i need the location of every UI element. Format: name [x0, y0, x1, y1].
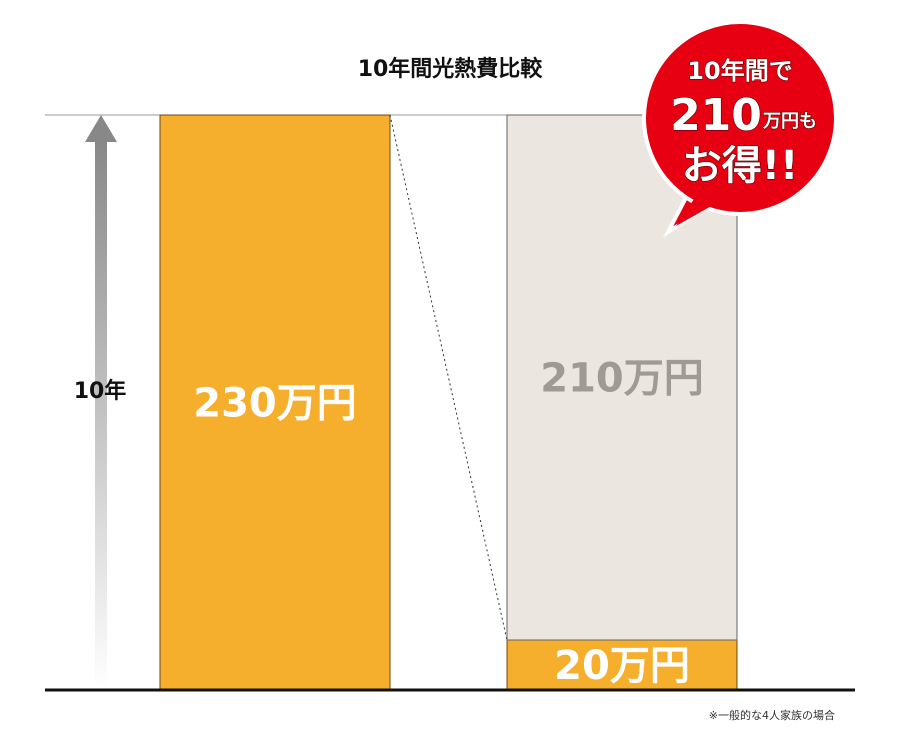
axis-arrow	[95, 140, 107, 690]
badge-number: 210	[670, 90, 762, 141]
connector	[389, 114, 508, 641]
y-axis-label: 10年	[74, 378, 127, 404]
plot: 230万円 20万円 210万円	[159, 114, 738, 691]
badge-line3: お得!!	[682, 143, 798, 189]
value-label: 20万円	[554, 643, 690, 689]
badge-circle	[642, 20, 838, 216]
badge-unit: 万円も	[762, 111, 817, 132]
value-label: 210万円	[540, 356, 704, 402]
badge-line1: 10年間で	[687, 57, 792, 85]
badge: 10年間で 210 万円も お得!!	[642, 20, 838, 238]
axis-arrow-head	[85, 115, 117, 142]
value-label: 230万円	[193, 381, 357, 427]
bar-segment	[506, 639, 738, 691]
footnote: ※一般的な4人家族の場合	[709, 708, 835, 722]
badge-tail-fill	[676, 196, 722, 226]
chart-title: 10年間光熱費比較	[358, 56, 544, 82]
